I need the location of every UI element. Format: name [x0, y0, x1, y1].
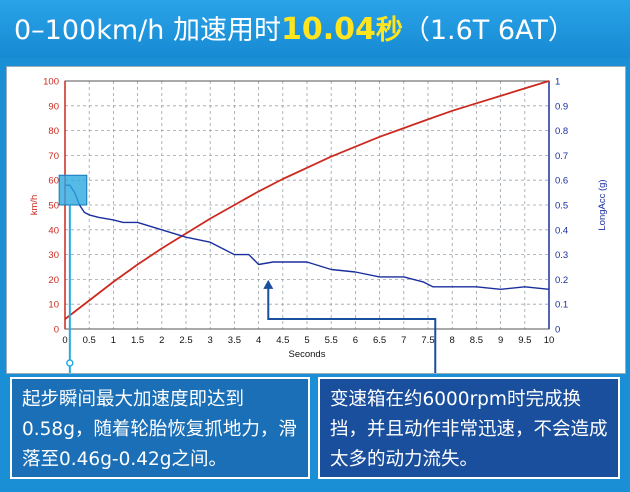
acceleration-chart: 0 0.5 1 1.5 2 2.5 3 3.5 4 4.5 5 5.5 6 6.5 7 7.5 8 8.5 9 9.5… [29, 77, 608, 373]
x-tick-label: 6.5 [373, 335, 386, 346]
left-annotation-box: 起步瞬间最大加速度即达到0.58g，随着轮胎恢复抓地力，滑落至0.46g-0.4… [10, 377, 310, 479]
y-right-axis-label: LongAcc (g) [597, 179, 608, 230]
y-left-tick-label: 20 [48, 275, 59, 286]
title-metric: 0–100km/h [14, 15, 165, 46]
y-left-tick-label: 10 [48, 300, 59, 311]
x-tick-label: 9.5 [518, 335, 531, 346]
title-spec: （1.6T 6AT） [402, 15, 575, 46]
y-left-tick-label: 0 [54, 325, 59, 336]
page-title: 0–100km/h 加速用时10.04秒（1.6T 6AT） [14, 8, 575, 47]
y-right-tick-label: 0.5 [555, 201, 568, 212]
x-tick-label: 6 [353, 335, 358, 346]
y-right-tick-label: 0.2 [555, 275, 568, 286]
x-tick-label: 8.5 [470, 335, 483, 346]
x-tick-label: 0.5 [83, 335, 96, 346]
y-left-tick-label: 40 [48, 225, 59, 236]
x-tick-label: 0 [62, 335, 67, 346]
x-tick-label: 10 [544, 335, 555, 346]
y-right-tick-label: 0.4 [555, 225, 568, 236]
x-tick-label: 3.5 [228, 335, 241, 346]
right-annotation-box: 变速箱在约6000rpm时完成换挡，并且动作非常迅速，不会造成太多的动力流失。 [318, 377, 620, 479]
y-right-tick-label: 0.9 [555, 101, 568, 112]
x-tick-label: 7.5 [421, 335, 434, 346]
acceleration-series-line [65, 184, 550, 291]
time-unit: 秒 [375, 15, 403, 46]
right-annotation-text: 变速箱在约6000rpm时完成换挡，并且动作非常迅速，不会造成太多的动力流失。 [330, 389, 608, 470]
x-tick-label: 8 [450, 335, 455, 346]
chart-panel: 0 0.5 1 1.5 2 2.5 3 3.5 4 4.5 5 5.5 6 6.5 7 7.5 8 8.5 9 9.5… [6, 66, 626, 374]
x-tick-label: 5 [304, 335, 309, 346]
y-left-tick-label: 50 [48, 201, 59, 212]
x-tick-label: 2 [159, 335, 164, 346]
speed-series-line [64, 80, 550, 320]
y-right-tick-label: 0.6 [555, 176, 568, 187]
y-right-tick-label: 0.1 [555, 300, 568, 311]
x-tick-label: 3 [208, 335, 213, 346]
x-tick-label: 5.5 [325, 335, 338, 346]
y-left-tick-label: 100 [43, 77, 59, 88]
x-tick-label: 1 [111, 335, 116, 346]
y-right-tick-label: 0.8 [555, 126, 568, 137]
y-right-tick-label: 0 [555, 325, 560, 336]
x-tick-label: 9 [498, 335, 503, 346]
y-left-tick-label: 90 [48, 101, 59, 112]
title-bar [0, 0, 630, 58]
y-right-tick-label: 0.7 [555, 151, 568, 162]
left-annotation-text: 起步瞬间最大加速度即达到0.58g，随着轮胎恢复抓地力，滑落至0.46g-0.4… [22, 389, 297, 470]
y-left-tick-label: 80 [48, 126, 59, 137]
peak-highlight-box [58, 174, 88, 206]
y-right-tick-label: 0.3 [555, 250, 568, 261]
y-left-tick-label: 60 [48, 176, 59, 187]
x-tick-label: 4.5 [276, 335, 289, 346]
title-label: 加速用时 [164, 15, 281, 46]
x-axis-label: Seconds [289, 349, 326, 360]
x-tick-label: 7 [401, 335, 406, 346]
y-left-tick-label: 70 [48, 151, 59, 162]
right-callout-arrowhead [263, 279, 274, 289]
time-value: 10.04 [280, 12, 376, 47]
y-right-tick-label: 1 [555, 77, 560, 88]
y-left-tick-label: 30 [48, 250, 59, 261]
right-callout-line [267, 282, 437, 373]
x-tick-label: 2.5 [179, 335, 192, 346]
y-left-axis-label: km/h [29, 195, 40, 216]
left-callout-dot [66, 359, 74, 367]
x-tick-label: 4 [256, 335, 261, 346]
x-tick-label: 1.5 [131, 335, 144, 346]
